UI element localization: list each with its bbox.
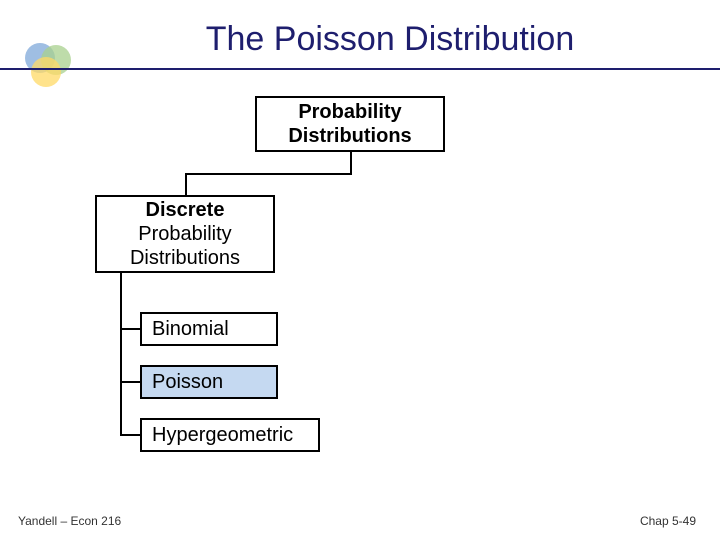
- connector-to-poisson: [120, 381, 140, 383]
- connector-to-binomial: [120, 328, 140, 330]
- connector-to-discrete: [185, 173, 187, 195]
- connector-to-hypergeometric: [120, 434, 140, 436]
- node-discrete: Discrete Probability Distributions: [95, 195, 275, 273]
- node-hypergeometric: Hypergeometric: [140, 418, 320, 452]
- slide-title: The Poisson Distribution: [100, 20, 680, 59]
- node-root-line2: Distributions: [288, 124, 411, 148]
- node-probability-distributions: Probability Distributions: [255, 96, 445, 152]
- node-poisson-label: Poisson: [152, 370, 223, 394]
- slide-logo: [18, 38, 78, 88]
- node-discrete-line2: Probability: [138, 222, 231, 246]
- node-discrete-line1: Discrete: [146, 198, 225, 222]
- footer-right: Chap 5-49: [640, 514, 696, 528]
- node-binomial: Binomial: [140, 312, 278, 346]
- footer-left: Yandell – Econ 216: [18, 514, 121, 528]
- node-root-line1: Probability: [298, 100, 401, 124]
- node-discrete-line3: Distributions: [130, 246, 240, 270]
- node-poisson: Poisson: [140, 365, 278, 399]
- connector-root-down: [350, 152, 352, 174]
- connector-spine: [120, 273, 122, 436]
- node-binomial-label: Binomial: [152, 317, 229, 341]
- node-hypergeometric-label: Hypergeometric: [152, 423, 293, 447]
- connector-horizontal: [185, 173, 352, 175]
- title-underline: [0, 68, 720, 70]
